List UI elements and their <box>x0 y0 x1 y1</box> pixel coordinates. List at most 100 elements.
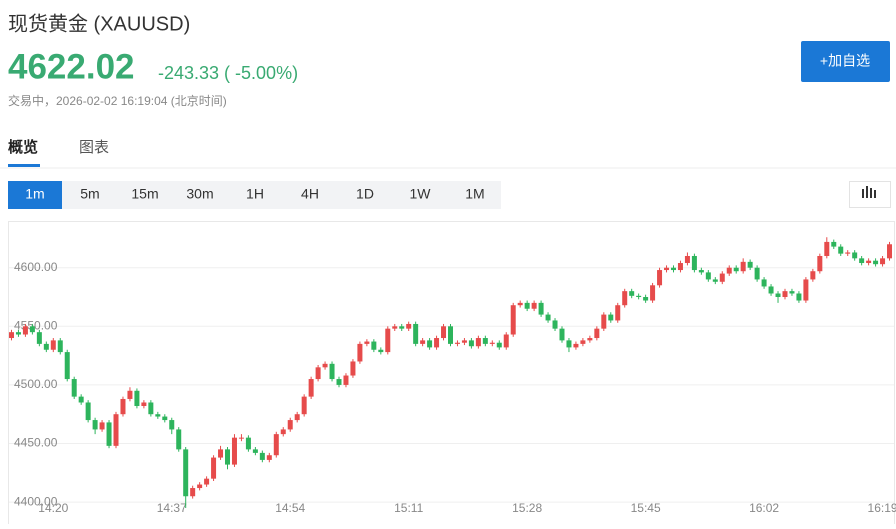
period-button[interactable]: 15m <box>131 186 158 202</box>
candle-body <box>705 272 711 280</box>
candle-body <box>15 332 21 335</box>
watch-button-label[interactable]: +加自选 <box>820 53 870 69</box>
candle-body <box>629 291 635 296</box>
candle-body <box>315 367 321 380</box>
candle-body <box>587 338 593 341</box>
candle-body <box>78 396 84 403</box>
candle-body <box>357 343 363 362</box>
candle-body <box>420 340 426 344</box>
period-button[interactable]: 30m <box>186 186 213 202</box>
candle-body <box>475 338 481 347</box>
candle-body <box>461 340 467 343</box>
price-change: -243.33 ( -5.00%) <box>158 63 298 83</box>
candle-body <box>287 420 293 430</box>
y-tick-label: 4450.00 <box>14 436 58 450</box>
x-tick-label: 16:02 <box>749 501 779 515</box>
candle-body <box>489 342 495 344</box>
candle-body <box>427 340 433 348</box>
candle-body <box>197 484 203 489</box>
candle-body <box>378 349 384 353</box>
period-button[interactable]: 1H <box>246 186 264 202</box>
candle-body <box>524 302 530 309</box>
candle-body <box>573 343 579 348</box>
candle-body <box>468 340 474 347</box>
candle-body <box>441 326 447 339</box>
y-tick-label: 4550.00 <box>14 318 58 332</box>
candle-body <box>245 437 251 450</box>
candle-body <box>601 314 607 329</box>
period-bar <box>8 181 501 209</box>
candle-body <box>231 437 237 465</box>
candle-body <box>496 342 502 348</box>
candle-body <box>719 273 725 282</box>
candle-body <box>99 422 105 430</box>
candle-body <box>259 452 265 460</box>
candle-body <box>176 429 182 450</box>
candle-body <box>36 332 42 344</box>
candle-body <box>817 255 823 272</box>
candle-body <box>162 416 168 421</box>
candle-body <box>238 437 244 439</box>
x-tick-label: 15:45 <box>631 501 661 515</box>
period-button[interactable]: 4H <box>301 186 319 202</box>
x-tick-label: 15:28 <box>512 501 542 515</box>
period-button[interactable]: 1m <box>25 186 44 202</box>
candle-body <box>859 258 865 264</box>
period-button[interactable]: 1W <box>410 186 432 202</box>
plot-frame <box>8 221 895 525</box>
candle-body <box>866 260 872 264</box>
watch-button[interactable] <box>801 41 890 82</box>
candle-body <box>155 414 161 417</box>
candle-body <box>510 305 516 335</box>
candle-body <box>650 285 656 301</box>
y-tick-label: 4400.00 <box>14 494 58 508</box>
candle-body <box>106 422 112 446</box>
candle-body <box>887 244 893 259</box>
period-button[interactable]: 5m <box>80 186 99 202</box>
candle-body <box>831 241 837 247</box>
candle-body <box>580 340 586 344</box>
candle-body <box>148 402 154 415</box>
candle-body <box>308 379 314 397</box>
candle-body <box>559 328 565 341</box>
candle-body <box>538 302 544 315</box>
y-tick-label: 4600.00 <box>14 260 58 274</box>
candle-body <box>371 341 377 350</box>
tab[interactable]: 图表 <box>79 139 109 156</box>
candle-body <box>615 305 621 321</box>
x-tick-label: 14:20 <box>38 501 68 515</box>
candle-body <box>22 326 28 335</box>
candle-body <box>733 267 739 272</box>
candle-body <box>712 279 718 282</box>
candle-body <box>50 340 56 350</box>
candle-body <box>169 420 175 430</box>
candle-body <box>113 414 119 446</box>
y-tick-label: 4500.00 <box>14 377 58 391</box>
candle-body <box>482 338 488 344</box>
candle-body <box>643 297 649 301</box>
candle-body <box>775 293 781 298</box>
chart-type-icon <box>862 186 876 198</box>
status: 交易中，2026-02-02 16:19:04 (北京时间) <box>8 93 227 108</box>
period-button[interactable]: 1D <box>356 186 374 202</box>
candle-body <box>873 260 879 265</box>
candle-body <box>789 291 795 294</box>
candle-body <box>266 455 272 460</box>
period-active <box>8 181 62 209</box>
candle-body <box>301 396 307 415</box>
period-button[interactable]: 1M <box>465 186 484 202</box>
candle-body <box>768 286 774 294</box>
tab[interactable]: 概览 <box>8 138 38 156</box>
candle-body <box>29 326 35 333</box>
candle-body <box>225 449 231 465</box>
candle-body <box>448 326 453 344</box>
candle-body <box>684 255 690 264</box>
candle-body <box>92 420 98 430</box>
candle-body <box>141 402 147 407</box>
candle-body <box>127 390 133 399</box>
candle-body <box>57 340 63 353</box>
candle-body <box>329 363 335 380</box>
candle-body <box>190 488 196 497</box>
candle-body <box>545 314 551 321</box>
